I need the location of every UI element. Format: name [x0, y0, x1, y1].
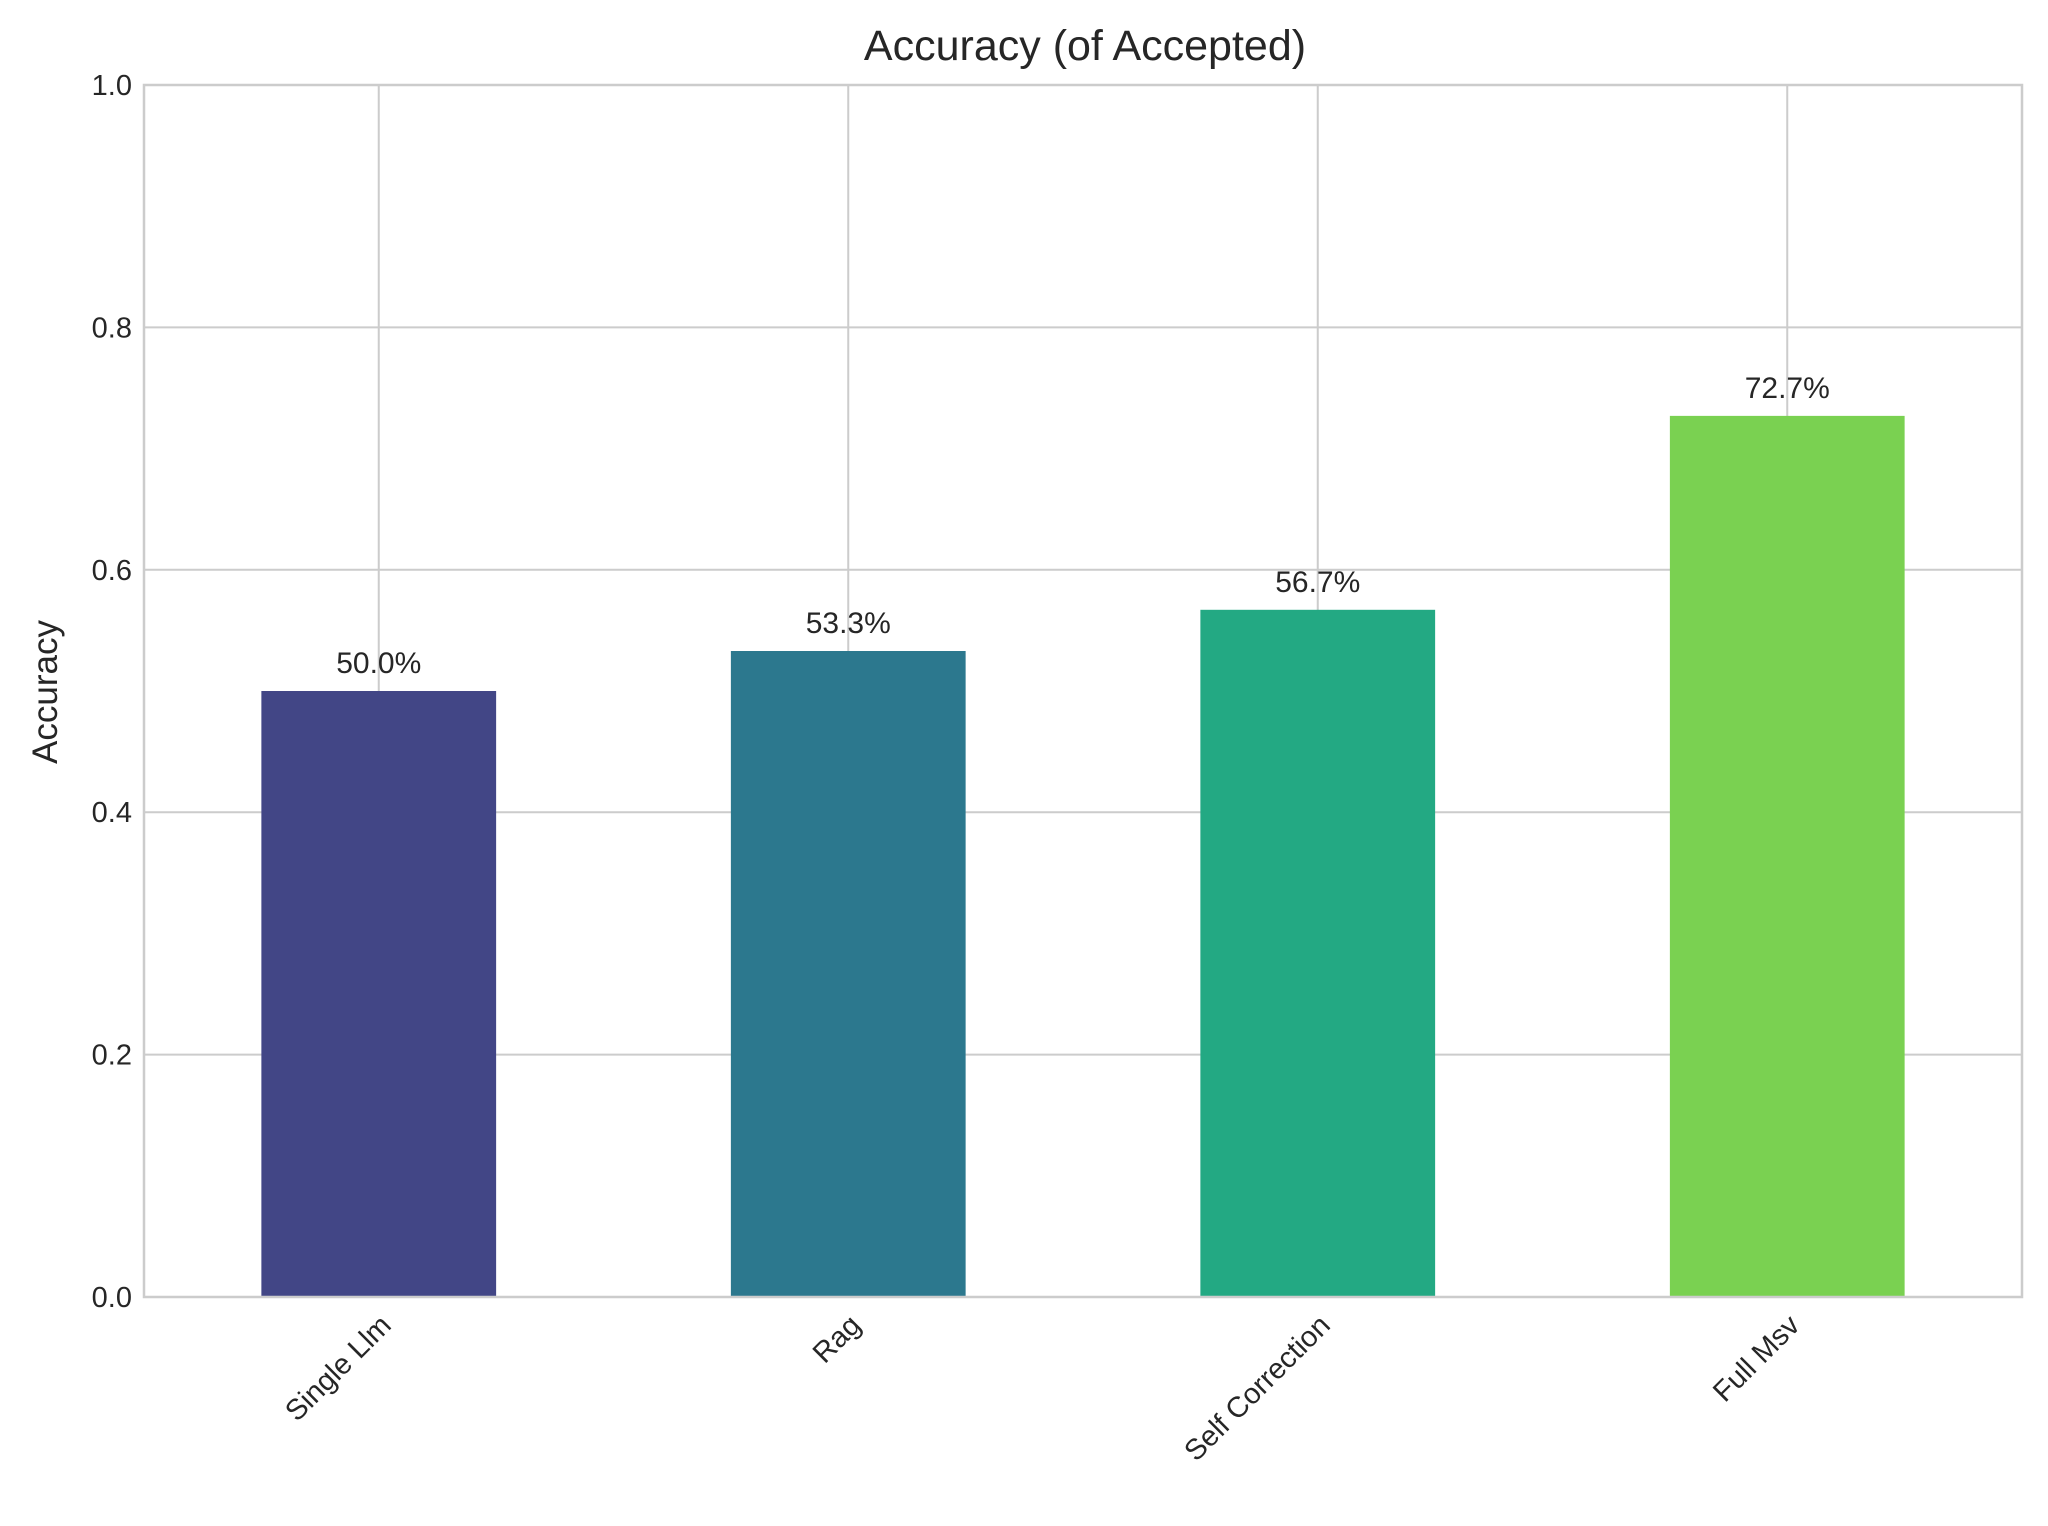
y-tick-labels: 0.0 0.2 0.4 0.6 0.8 1.0	[92, 70, 132, 1314]
y-tick-label: 0.4	[92, 797, 132, 829]
bar-value-label: 56.7%	[1275, 566, 1360, 599]
y-tick-label: 0.0	[92, 1282, 132, 1314]
y-tick-label: 0.2	[92, 1040, 132, 1072]
plot-frame	[142, 83, 2024, 1299]
y-tick-label: 0.8	[92, 312, 132, 344]
bar	[261, 691, 497, 1297]
bar-value-label: 50.0%	[336, 647, 421, 680]
bar	[730, 651, 966, 1297]
bar	[1669, 415, 1905, 1298]
x-tick-label: Rag	[807, 1309, 867, 1369]
bar	[1200, 609, 1436, 1297]
y-axis-label: Accuracy	[26, 620, 65, 764]
bar-value-label: 72.7%	[1745, 372, 1830, 405]
chart-title: Accuracy (of Accepted)	[864, 22, 1306, 70]
y-tick-label: 0.6	[92, 555, 132, 587]
x-tick-label: Self Correction	[1178, 1309, 1336, 1467]
bars	[261, 415, 1905, 1298]
x-tick-labels: Single Llm Rag Self Correction Full Msv	[279, 1309, 1806, 1468]
bar-value-label: 53.3%	[806, 607, 891, 640]
x-tick-label: Full Msv	[1707, 1309, 1806, 1408]
x-tick-label: Single Llm	[279, 1309, 397, 1427]
y-tick-label: 1.0	[92, 70, 132, 102]
bar-value-labels: 50.0% 53.3% 56.7% 72.7%	[336, 372, 1830, 680]
